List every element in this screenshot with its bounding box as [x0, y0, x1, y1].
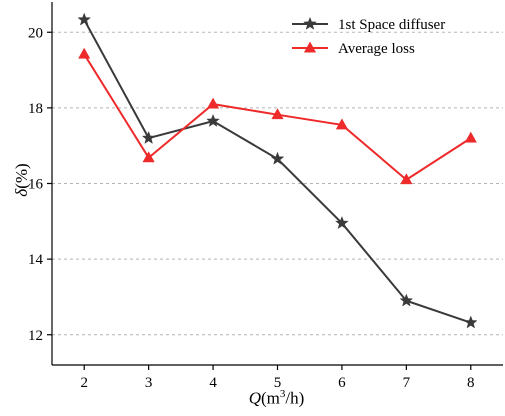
y-tick-label-12: 12 [28, 328, 43, 344]
x-tick-label-3: 3 [145, 375, 153, 391]
x-axis-variable: Q [248, 388, 261, 408]
x-tick-label-4: 4 [209, 375, 217, 391]
data-point-0-4 [335, 215, 349, 230]
data-point-0-3 [270, 151, 285, 165]
x-tick-label-6: 6 [338, 375, 346, 391]
y-tick-label-16: 16 [28, 177, 44, 193]
series-layer [77, 12, 478, 329]
grid-layer [52, 31, 503, 336]
y-tick-label-18: 18 [28, 101, 43, 117]
x-tick-label-2: 2 [80, 375, 88, 391]
axis-layer: 12 14 16 18 20 2 3 4 5 6 7 8 [28, 2, 503, 391]
series-0 [77, 12, 478, 329]
data-point-0-1 [141, 130, 156, 144]
data-point-1-4 [335, 118, 349, 130]
x-tick-label-8: 8 [467, 375, 475, 391]
x-tick-label-5: 5 [274, 375, 282, 391]
legend: 1st Space diffuser Average loss [292, 16, 445, 57]
y-axis-variable: δ [12, 188, 31, 197]
y-tick-label-20: 20 [28, 25, 43, 41]
legend-label-1: Average loss [338, 41, 415, 57]
y-tick-label-14: 14 [28, 252, 44, 268]
x-axis-unit-prefix: (m [261, 388, 280, 408]
data-point-1-3 [271, 108, 284, 120]
data-point-0-5 [399, 293, 414, 307]
x-axis-title: Q(m3/h) [0, 388, 505, 409]
data-point-1-2 [206, 97, 220, 109]
x-tick-label-7: 7 [403, 375, 411, 391]
y-axis-unit: (%) [12, 163, 31, 189]
data-point-0-2 [206, 113, 220, 127]
data-point-0-6 [463, 315, 478, 329]
legend-marker-0 [303, 16, 317, 30]
data-point-1-0 [78, 47, 91, 59]
data-point-1-1 [142, 151, 155, 163]
series-1 [78, 47, 477, 185]
series-line-0 [83, 19, 472, 324]
x-axis-unit-superscript: 3 [279, 388, 286, 400]
y-axis-title: δ(%) [12, 150, 32, 210]
legend-label-0: 1st Space diffuser [338, 17, 445, 33]
data-point-1-6 [464, 131, 477, 143]
x-axis-unit-suffix: /h) [285, 388, 305, 408]
data-point-1-5 [400, 173, 413, 185]
data-point-0-0 [77, 12, 92, 26]
legend-marker-1 [303, 41, 317, 53]
